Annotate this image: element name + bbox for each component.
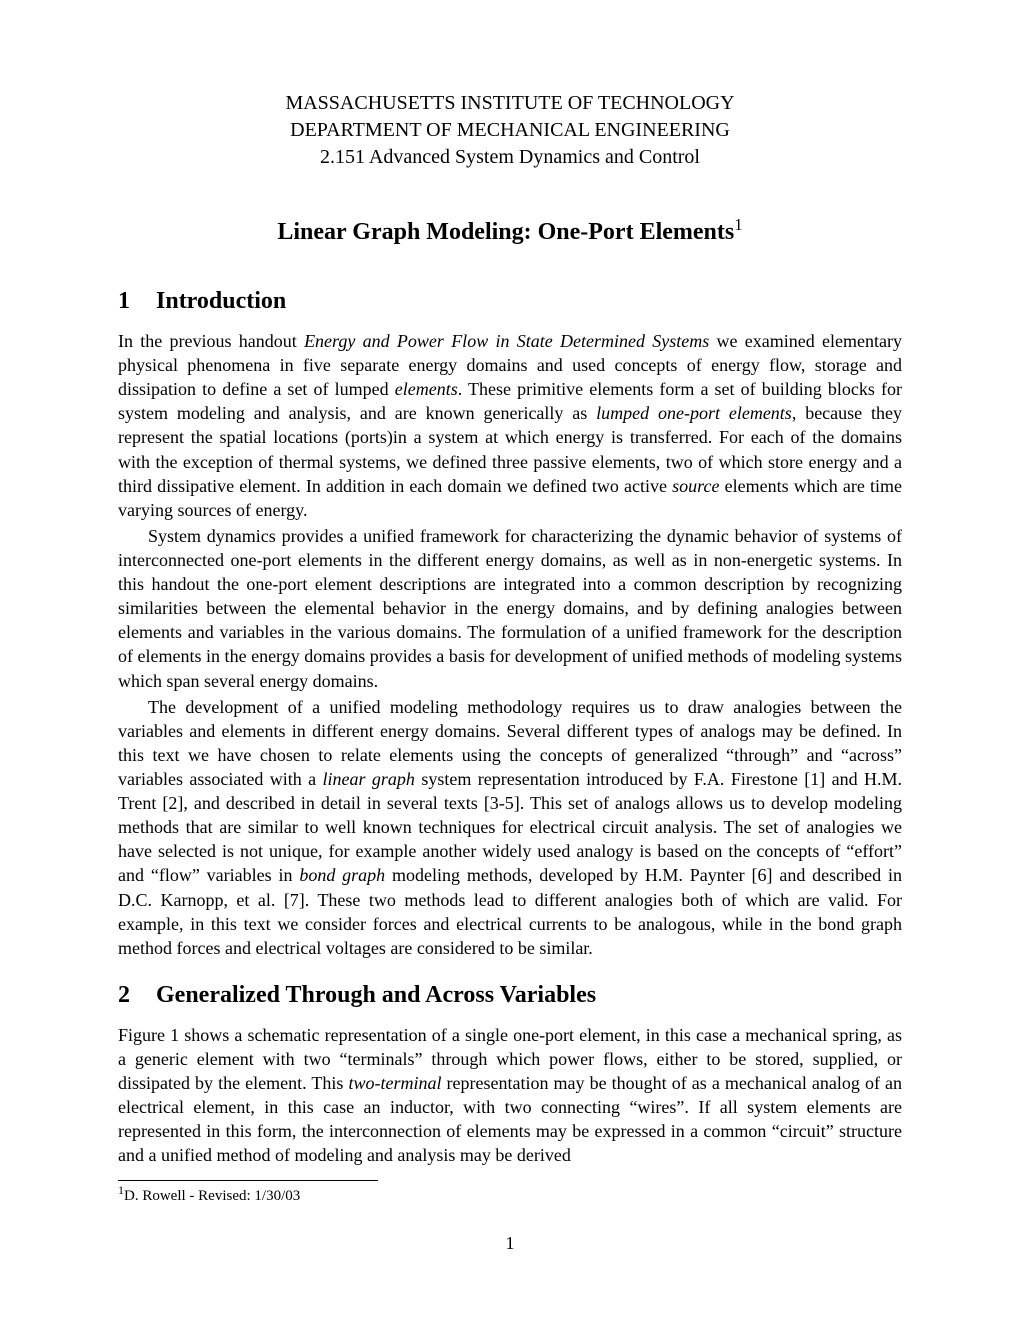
footnote: 1D. Rowell - Revised: 1/30/03 xyxy=(118,1183,902,1205)
title-text: Linear Graph Modeling: One-Port Elements xyxy=(277,219,734,245)
section-1-heading: 1 Introduction xyxy=(118,288,902,315)
document-title: Linear Graph Modeling: One-Port Elements… xyxy=(118,215,902,246)
text-run-italic: source xyxy=(672,476,719,496)
text-run-italic: elements xyxy=(395,379,458,399)
text-run: In the previous handout xyxy=(118,331,304,351)
footnote-rule xyxy=(118,1180,378,1181)
header-line-1: MASSACHUSETTS INSTITUTE OF TECHNOLOGY xyxy=(118,90,902,117)
page: MASSACHUSETTS INSTITUTE OF TECHNOLOGY DE… xyxy=(0,0,1020,1320)
text-run-italic: bond graph xyxy=(299,865,385,885)
page-number: 1 xyxy=(118,1233,902,1254)
footnote-text: D. Rowell - Revised: 1/30/03 xyxy=(124,1188,300,1204)
section-1-para-3: The development of a unified modeling me… xyxy=(118,695,902,960)
section-1-para-1: In the previous handout Energy and Power… xyxy=(118,329,902,522)
text-run-italic: lumped one-port elements xyxy=(596,403,792,423)
section-2-title: Generalized Through and Across Variables xyxy=(156,982,596,1008)
section-2-para-1: Figure 1 shows a schematic representatio… xyxy=(118,1023,902,1168)
section-1-title: Introduction xyxy=(156,288,286,314)
section-1-number: 1 xyxy=(118,288,130,315)
section-1-para-2: System dynamics provides a unified frame… xyxy=(118,524,902,693)
text-run-italic: Energy and Power Flow in State Determine… xyxy=(304,331,709,351)
text-run-italic: linear graph xyxy=(323,769,415,789)
section-2-number: 2 xyxy=(118,982,130,1009)
header-line-3: 2.151 Advanced System Dynamics and Contr… xyxy=(118,144,902,171)
institution-header: MASSACHUSETTS INSTITUTE OF TECHNOLOGY DE… xyxy=(118,90,902,171)
title-footnote-mark: 1 xyxy=(734,215,742,234)
header-line-2: DEPARTMENT OF MECHANICAL ENGINEERING xyxy=(118,117,902,144)
section-2-heading: 2 Generalized Through and Across Variable… xyxy=(118,982,902,1009)
text-run-italic: two-terminal xyxy=(348,1073,441,1093)
